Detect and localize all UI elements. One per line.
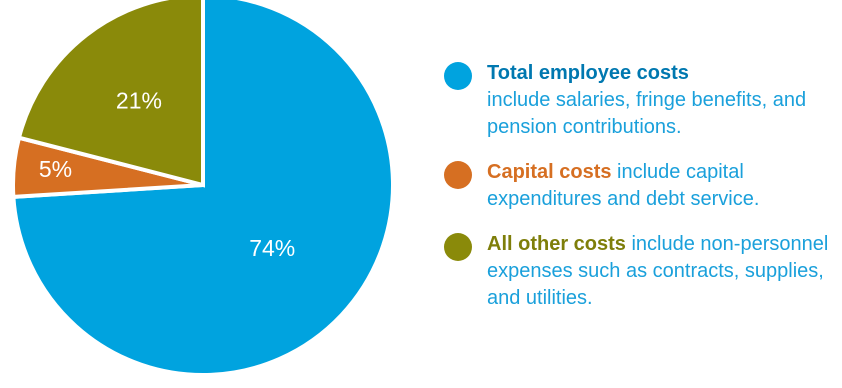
pie-slice-other xyxy=(16,0,205,188)
legend-dot-other xyxy=(444,233,472,261)
legend: Total employee costs include salaries, f… xyxy=(444,60,834,330)
legend-item-capital: Capital costs include capital expenditur… xyxy=(444,159,834,213)
slice-label-employee: 74% xyxy=(249,235,295,261)
legend-text-employee: Total employee costs include salaries, f… xyxy=(487,60,834,141)
legend-text-capital: Capital costs include capital expenditur… xyxy=(487,159,834,213)
legend-desc-employee: include salaries, fringe benefits, and p… xyxy=(487,89,807,138)
slice-label-capital: 5% xyxy=(39,156,72,182)
legend-item-employee: Total employee costs include salaries, f… xyxy=(444,60,834,141)
legend-item-other: All other costs include non-personnel ex… xyxy=(444,231,834,312)
legend-title-other: All other costs xyxy=(487,233,626,255)
pie-slice-employee xyxy=(11,0,395,377)
legend-desc-capital: include capital expenditures and debt se… xyxy=(487,161,760,210)
slice-label-other: 21% xyxy=(116,88,162,114)
legend-dot-employee xyxy=(444,62,472,90)
pie-chart-svg: 74% 5% 21% xyxy=(11,0,395,377)
pie-chart: 74% 5% 21% xyxy=(0,0,420,383)
legend-title-employee: Total employee costs xyxy=(487,62,689,84)
legend-dot-capital xyxy=(444,161,472,189)
legend-desc-other: include non-personnel expenses such as c… xyxy=(487,233,829,309)
legend-title-capital: Capital costs xyxy=(487,161,612,183)
legend-text-other: All other costs include non-personnel ex… xyxy=(487,231,834,312)
